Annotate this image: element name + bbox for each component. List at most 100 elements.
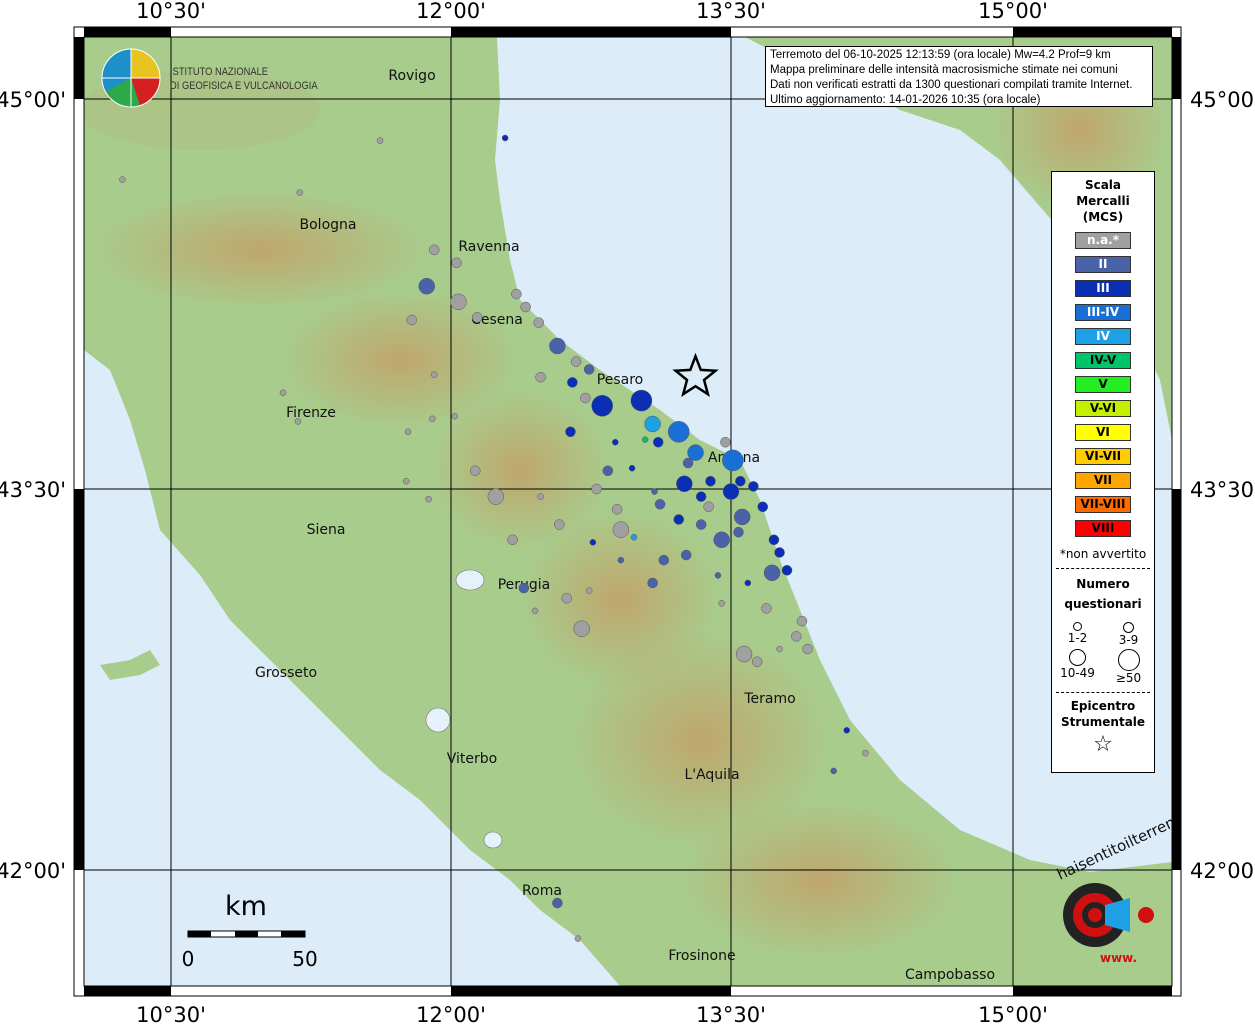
intensity-point[interactable] (722, 449, 744, 472)
intensity-point[interactable] (733, 508, 751, 526)
intensity-point[interactable] (830, 767, 837, 775)
intensity-point[interactable] (628, 464, 636, 472)
intensity-point[interactable] (567, 377, 578, 388)
intensity-point[interactable] (518, 582, 530, 594)
intensity-point[interactable] (748, 481, 759, 492)
intensity-point[interactable] (554, 519, 565, 530)
intensity-point[interactable] (612, 438, 619, 446)
intensity-point[interactable] (735, 645, 753, 663)
intensity-point[interactable] (487, 488, 505, 505)
intensity-point[interactable] (612, 521, 630, 538)
intensity-point[interactable] (647, 577, 658, 589)
intensity-point[interactable] (507, 534, 518, 546)
intensity-point[interactable] (713, 531, 730, 549)
intensity-point[interactable] (781, 565, 793, 576)
intensity-point[interactable] (761, 603, 772, 614)
intensity-point[interactable] (573, 620, 590, 637)
intensity-point[interactable] (552, 897, 563, 909)
intensity-point[interactable] (673, 514, 684, 525)
intensity-point[interactable] (425, 495, 432, 503)
intensity-point[interactable] (630, 534, 638, 541)
intensity-point[interactable] (531, 607, 539, 615)
intensity-point[interactable] (714, 572, 722, 579)
intensity-point[interactable] (294, 418, 302, 425)
intensity-point[interactable] (580, 392, 591, 404)
intensity-point[interactable] (429, 415, 436, 423)
intensity-point[interactable] (791, 631, 802, 642)
intensity-point[interactable] (418, 277, 435, 295)
intensity-point[interactable] (680, 549, 692, 561)
legend-swatch-viii: VIII (1075, 520, 1131, 537)
intensity-point[interactable] (687, 444, 704, 461)
intensity-point[interactable] (763, 564, 781, 582)
intensity-point[interactable] (451, 412, 458, 420)
intensity-point[interactable] (695, 519, 707, 530)
intensity-point[interactable] (735, 475, 746, 487)
intensity-point[interactable] (404, 428, 412, 436)
intensity-point[interactable] (591, 395, 613, 417)
intensity-point[interactable] (428, 244, 440, 256)
intensity-point[interactable] (406, 314, 418, 326)
intensity-point[interactable] (561, 592, 572, 604)
intensity-point[interactable] (862, 749, 869, 757)
intensity-point[interactable] (695, 491, 707, 502)
intensity-point[interactable] (776, 645, 783, 653)
intensity-point[interactable] (703, 501, 714, 513)
intensity-point[interactable] (667, 421, 690, 443)
intensity-point[interactable] (611, 504, 623, 515)
legend-swatch-ii: II (1075, 256, 1131, 273)
intensity-point[interactable] (843, 727, 850, 734)
intensity-point[interactable] (574, 935, 582, 942)
intensity-point[interactable] (501, 134, 509, 142)
intensity-point[interactable] (549, 337, 566, 355)
intensity-point[interactable] (682, 457, 694, 469)
intensity-point[interactable] (644, 415, 661, 433)
intensity-point[interactable] (533, 317, 544, 328)
intensity-point[interactable] (652, 436, 664, 448)
intensity-point[interactable] (720, 436, 731, 448)
intensity-point[interactable] (617, 556, 625, 564)
intensity-point[interactable] (641, 436, 649, 443)
intensity-point[interactable] (676, 475, 693, 493)
intensity-point[interactable] (654, 498, 666, 510)
last-update: Ultimo aggiornamento: 14-01-2026 10:35 (… (770, 94, 1041, 106)
intensity-point[interactable] (470, 465, 481, 477)
intensity-point[interactable] (591, 483, 602, 495)
intensity-point[interactable] (602, 465, 614, 477)
intensity-point[interactable] (585, 587, 593, 594)
legend-swatch-vii: VII (1075, 472, 1131, 489)
intensity-point[interactable] (796, 615, 808, 627)
intensity-point[interactable] (802, 643, 813, 655)
intensity-point[interactable] (535, 371, 546, 383)
intensity-point[interactable] (774, 547, 785, 558)
intensity-point[interactable] (430, 371, 438, 378)
intensity-point[interactable] (471, 312, 483, 323)
intensity-point[interactable] (589, 539, 597, 546)
city-label: Grosseto (255, 665, 317, 681)
intensity-point[interactable] (520, 301, 531, 313)
intensity-point[interactable] (537, 493, 544, 500)
intensity-point[interactable] (705, 475, 716, 487)
intensity-point[interactable] (296, 189, 304, 196)
intensity-point[interactable] (744, 579, 752, 587)
intensity-point[interactable] (651, 488, 658, 495)
intensity-point[interactable] (402, 477, 410, 485)
intensity-point[interactable] (376, 137, 384, 144)
intensity-point[interactable] (768, 534, 780, 546)
intensity-point[interactable] (583, 364, 595, 375)
intensity-point[interactable] (757, 501, 768, 513)
intensity-point[interactable] (718, 600, 725, 607)
intensity-point[interactable] (450, 293, 467, 311)
intensity-point[interactable] (751, 656, 763, 667)
intensity-point[interactable] (119, 176, 126, 183)
intensity-point[interactable] (733, 526, 744, 538)
intensity-point[interactable] (722, 483, 740, 500)
intensity-point[interactable] (511, 288, 522, 300)
intensity-point[interactable] (565, 426, 576, 438)
intensity-point[interactable] (279, 389, 287, 397)
intensity-point[interactable] (451, 257, 462, 269)
intensity-point[interactable] (630, 389, 653, 412)
intensity-point[interactable] (570, 356, 582, 367)
svg-text:12°00': 12°00' (416, 1003, 486, 1024)
intensity-point[interactable] (658, 554, 670, 566)
